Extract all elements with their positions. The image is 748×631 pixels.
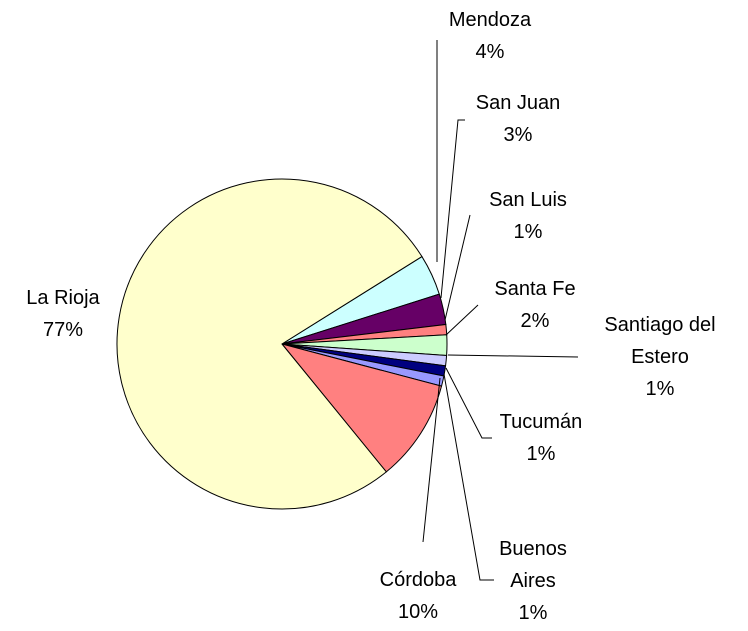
leader-line bbox=[445, 367, 492, 439]
slice-percent: 4% bbox=[475, 41, 505, 63]
slice-name: Mendoza bbox=[448, 9, 532, 31]
slice-name: Córdoba bbox=[379, 569, 457, 591]
leader-line bbox=[440, 119, 465, 299]
slice-percent: 1% bbox=[645, 378, 675, 400]
slice-percent: 1% bbox=[526, 443, 556, 465]
slice-name: Santa Fe bbox=[494, 278, 576, 300]
pie-slice bbox=[116, 178, 423, 510]
slice-label: Córdoba 10% bbox=[358, 564, 478, 628]
slice-name: Santiago del Estero bbox=[604, 314, 716, 368]
slice-label: Santa Fe 2% bbox=[475, 273, 595, 337]
slice-percent: 10% bbox=[397, 601, 439, 623]
leader-line bbox=[422, 377, 441, 543]
slice-label: Santiago del Estero 1% bbox=[585, 309, 735, 405]
slice-name: San Juan bbox=[475, 92, 561, 114]
slice-label: Tucumán 1% bbox=[481, 406, 601, 470]
slice-percent: 2% bbox=[520, 310, 550, 332]
slice-percent: 77% bbox=[42, 319, 84, 341]
slice-label: San Juan 3% bbox=[458, 87, 578, 151]
leader-line bbox=[445, 304, 479, 336]
slice-label: La Rioja 77% bbox=[3, 282, 123, 346]
leader-line bbox=[447, 354, 579, 358]
slice-percent: 1% bbox=[518, 602, 548, 624]
slice-percent: 3% bbox=[503, 124, 533, 146]
leader-line bbox=[444, 214, 471, 321]
slice-percent: 1% bbox=[513, 221, 543, 243]
leader-line bbox=[443, 373, 494, 581]
pie-slice bbox=[280, 343, 443, 473]
slice-name: Buenos Aires bbox=[499, 538, 567, 592]
slice-name: San Luis bbox=[489, 189, 567, 211]
slice-name: Tucumán bbox=[499, 411, 583, 433]
slice-name: La Rioja bbox=[26, 287, 100, 309]
slice-label: San Luis 1% bbox=[468, 184, 588, 248]
slice-label: Buenos Aires 1% bbox=[488, 533, 578, 629]
slice-label: Mendoza 4% bbox=[430, 4, 550, 68]
